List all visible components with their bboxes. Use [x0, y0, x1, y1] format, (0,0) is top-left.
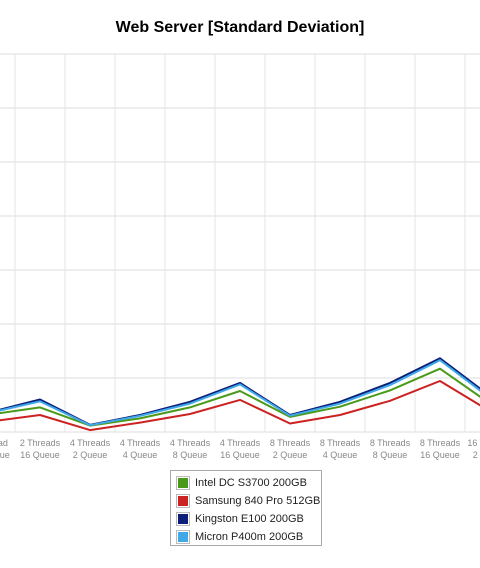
- legend-label: Micron P400m 200GB: [195, 531, 304, 543]
- legend-item: Micron P400m 200GB: [176, 528, 321, 546]
- x-tick-label: 4 Threads: [120, 438, 161, 448]
- legend-label: Samsung 840 Pro 512GB: [195, 495, 321, 507]
- legend-swatch: [176, 476, 190, 490]
- x-tick-label: 8 Threads: [370, 438, 411, 448]
- x-tick-label: 2 Threads: [20, 438, 61, 448]
- series-lines: [0, 357, 480, 432]
- x-tick-label: 16 Threads: [467, 438, 480, 448]
- x-tick-label: 2 Queue: [73, 450, 108, 460]
- legend: Intel DC S3700 200GB Samsung 840 Pro 512…: [170, 470, 322, 546]
- x-tick-label: 16 Queue: [20, 450, 60, 460]
- x-tick-label: 1 Thread: [0, 438, 8, 448]
- legend-label: Intel DC S3700 200GB: [195, 477, 307, 489]
- grid-lines: [0, 53, 480, 433]
- x-tick-label: 4 Threads: [70, 438, 111, 448]
- legend-swatch: [176, 530, 190, 544]
- x-tick-label: 8 Queue: [173, 450, 208, 460]
- legend-item: Samsung 840 Pro 512GB: [176, 492, 321, 510]
- x-tick-label: 2 Queue: [273, 450, 308, 460]
- x-tick-label: 2 Queue: [473, 450, 480, 460]
- x-tick-label: 8 Threads: [270, 438, 311, 448]
- x-tick-label: 16 Queue: [0, 450, 10, 460]
- series-line-4: [0, 359, 480, 427]
- series-line-1: [0, 367, 480, 427]
- legend-item: Intel DC S3700 200GB: [176, 474, 321, 492]
- x-tick-label: 4 Queue: [123, 450, 158, 460]
- legend-swatch: [176, 512, 190, 526]
- x-tick-label: 4 Queue: [323, 450, 358, 460]
- series-line-2: [0, 380, 480, 432]
- x-tick-label: 4 Threads: [170, 438, 211, 448]
- x-tick-label: 8 Queue: [373, 450, 408, 460]
- x-tick-label: 8 Threads: [420, 438, 461, 448]
- legend-label: Kingston E100 200GB: [195, 513, 304, 525]
- legend-item: Kingston E100 200GB: [176, 510, 321, 528]
- x-tick-label: 8 Threads: [320, 438, 361, 448]
- chart-title: Web Server [Standard Deviation]: [115, 19, 365, 36]
- x-tick-label: 4 Threads: [220, 438, 261, 448]
- x-axis-labels: 1 Thread 16 Queue 2 Threads 16 Queue 4 Threa…: [0, 438, 480, 460]
- x-tick-label: 16 Queue: [220, 450, 260, 460]
- legend-swatch: [176, 494, 190, 508]
- x-tick-label: 16 Queue: [420, 450, 460, 460]
